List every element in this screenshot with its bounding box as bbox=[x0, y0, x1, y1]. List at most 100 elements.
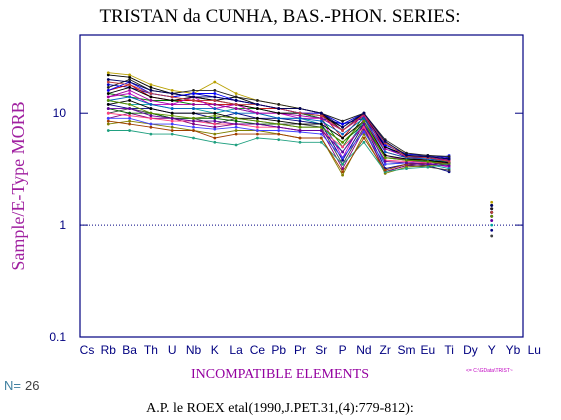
data-point bbox=[362, 122, 366, 126]
data-point bbox=[213, 107, 217, 110]
data-point bbox=[213, 88, 217, 92]
x-tick-label: Ba bbox=[122, 343, 137, 357]
data-point bbox=[277, 119, 281, 123]
data-point bbox=[128, 78, 132, 81]
data-point bbox=[341, 119, 344, 123]
data-point bbox=[490, 228, 494, 232]
data-point bbox=[192, 95, 195, 99]
data-point bbox=[128, 73, 132, 77]
data-point bbox=[213, 127, 217, 131]
data-point bbox=[341, 170, 344, 174]
data-point bbox=[256, 102, 259, 106]
data-point bbox=[234, 143, 238, 147]
data-point bbox=[234, 102, 238, 106]
data-point bbox=[128, 80, 132, 84]
data-point bbox=[319, 116, 323, 120]
data-point bbox=[277, 125, 281, 129]
x-tick-label: Zr bbox=[380, 343, 391, 357]
data-point bbox=[298, 140, 302, 144]
y-tick-label: 0.1 bbox=[49, 330, 66, 344]
data-point bbox=[106, 80, 110, 84]
data-point bbox=[213, 102, 217, 106]
data-point bbox=[234, 116, 238, 120]
data-point bbox=[341, 129, 344, 132]
data-point bbox=[149, 86, 153, 89]
data-point bbox=[106, 111, 110, 115]
y-axis-title: Sample/E-Type MORB bbox=[8, 101, 28, 270]
data-point bbox=[128, 92, 132, 95]
data-point bbox=[149, 107, 153, 110]
data-point bbox=[234, 95, 238, 99]
data-point bbox=[319, 125, 323, 129]
data-point bbox=[341, 162, 344, 166]
data-point bbox=[319, 119, 323, 123]
data-point bbox=[234, 122, 238, 126]
data-point bbox=[128, 114, 132, 118]
data-point bbox=[149, 88, 153, 92]
data-point bbox=[170, 114, 174, 118]
data-point bbox=[277, 102, 281, 106]
data-point bbox=[298, 129, 302, 132]
data-point bbox=[149, 102, 153, 106]
data-point bbox=[341, 150, 344, 154]
data-point bbox=[192, 107, 195, 110]
x-tick-label: Y bbox=[488, 343, 496, 357]
series-line bbox=[108, 82, 491, 212]
series-line bbox=[108, 82, 491, 216]
data-point bbox=[383, 150, 387, 154]
data-point bbox=[362, 140, 366, 144]
data-point bbox=[149, 111, 153, 115]
data-point bbox=[405, 161, 408, 165]
chart-title: TRISTAN da CUNHA, BAS.-PHON. SERIES: bbox=[99, 6, 460, 27]
data-point bbox=[106, 88, 110, 92]
data-point bbox=[128, 88, 132, 92]
data-point bbox=[149, 99, 153, 102]
data-point bbox=[128, 95, 132, 99]
data-point bbox=[234, 129, 238, 132]
data-point bbox=[170, 122, 174, 126]
data-point bbox=[319, 111, 323, 115]
data-point bbox=[170, 92, 174, 95]
x-tick-label: Cs bbox=[80, 343, 95, 357]
x-tick-label: Pr bbox=[294, 343, 306, 357]
data-point bbox=[213, 92, 217, 95]
data-point bbox=[447, 168, 451, 172]
data-point bbox=[383, 147, 387, 151]
data-point bbox=[405, 167, 408, 170]
data-point bbox=[128, 83, 132, 87]
data-point bbox=[192, 129, 195, 132]
data-point bbox=[106, 102, 110, 106]
data-point bbox=[170, 99, 174, 102]
data-point bbox=[362, 125, 366, 129]
data-point bbox=[319, 122, 323, 126]
x-tick-label: Dy bbox=[463, 343, 478, 357]
data-point bbox=[213, 116, 217, 120]
citation: A.P. le ROEX etal(1990,J.PET.31,(4):779-… bbox=[146, 401, 414, 416]
data-point bbox=[192, 99, 195, 102]
data-point bbox=[277, 111, 281, 115]
series-line bbox=[108, 87, 491, 212]
series-line bbox=[108, 85, 491, 213]
data-point bbox=[128, 122, 132, 126]
data-point bbox=[362, 119, 366, 123]
data-point bbox=[192, 92, 195, 95]
data-point bbox=[149, 122, 153, 126]
data-point bbox=[234, 119, 238, 123]
data-point bbox=[170, 129, 174, 132]
x-tick-label: Eu bbox=[420, 343, 435, 357]
data-point bbox=[341, 122, 344, 126]
data-point bbox=[362, 130, 366, 134]
count-label: N= bbox=[4, 378, 21, 393]
data-point bbox=[277, 107, 281, 110]
data-point bbox=[341, 145, 344, 149]
data-point bbox=[341, 136, 344, 140]
data-point bbox=[405, 158, 408, 162]
data-point bbox=[362, 111, 366, 115]
data-point bbox=[383, 160, 387, 163]
data-point bbox=[426, 160, 430, 163]
data-point bbox=[170, 107, 174, 110]
data-point bbox=[256, 125, 259, 129]
data-point bbox=[128, 99, 132, 102]
data-point bbox=[170, 88, 174, 92]
series-line bbox=[108, 75, 491, 206]
